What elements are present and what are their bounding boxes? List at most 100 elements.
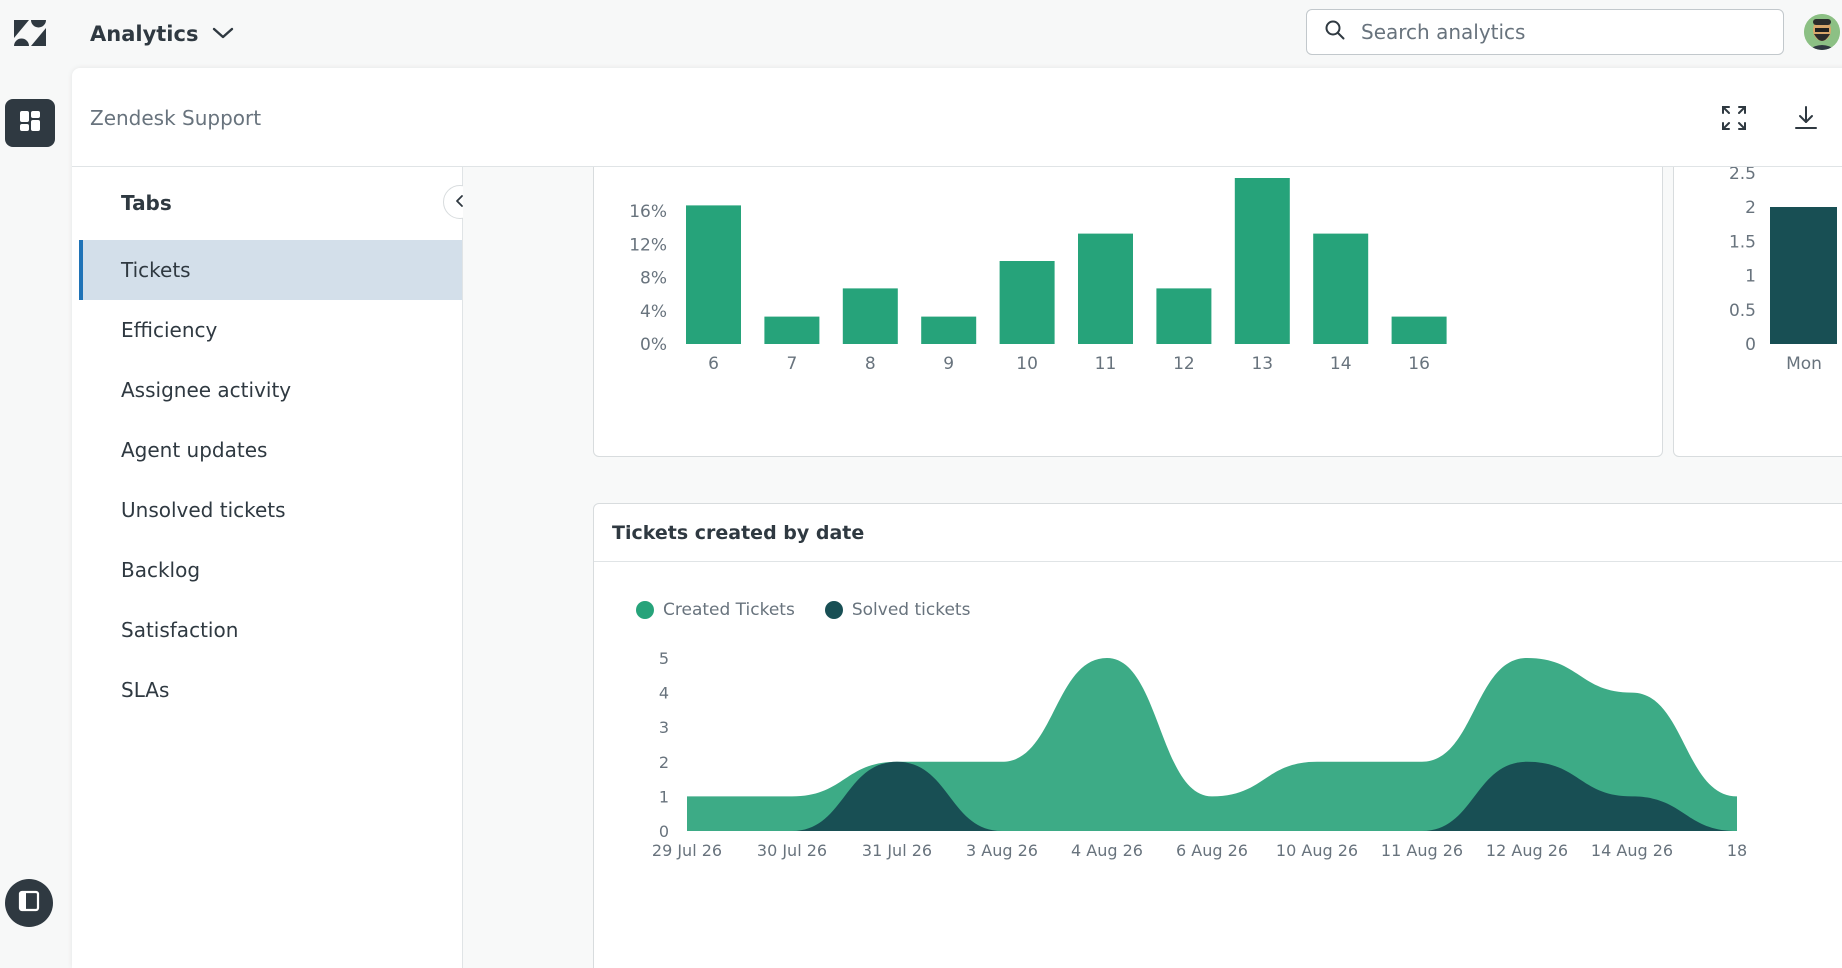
- user-avatar[interactable]: [1804, 14, 1840, 50]
- dashboard-grid-icon: [18, 109, 42, 137]
- tab-slas[interactable]: SLAs: [79, 660, 462, 720]
- tab-label: Agent updates: [121, 438, 268, 462]
- x-tick-label: 9: [943, 354, 954, 374]
- bar: [686, 205, 741, 344]
- y-tick-label: 4: [659, 684, 669, 703]
- area-chart: 0 1 2 3 4 5 29 Jul 26 30 Jul 26 31 Jul 26 3 Aug 2…: [652, 649, 1747, 860]
- weekday-chart-card: 0 0.5 1 1.5 2 2.5 Mon: [1673, 167, 1842, 457]
- tab-label: Satisfaction: [121, 618, 239, 642]
- bar: [1313, 233, 1369, 344]
- tab-label: Unsolved tickets: [121, 498, 286, 522]
- legend-dot: [824, 601, 843, 619]
- x-tick-label: Mon: [1786, 354, 1822, 374]
- x-tick-label: 6: [708, 354, 719, 374]
- bar: [1156, 288, 1212, 344]
- y-tick-label: 1: [1745, 267, 1756, 287]
- bar-chart-percent: 0% 4% 8% 12% 16% 6 7 8 9 10 11 12 13 14 16: [629, 178, 1447, 374]
- y-tick-label: 3: [659, 718, 669, 737]
- zendesk-logo-icon[interactable]: [14, 20, 46, 46]
- chart-legend: Created Tickets Solved tickets: [636, 600, 970, 620]
- y-tick-label: 8%: [640, 269, 667, 289]
- bar: [1234, 178, 1290, 344]
- y-tick-label: 0%: [640, 335, 667, 355]
- x-tick-label: 14 Aug 26: [1591, 841, 1673, 860]
- legend-label: Solved tickets: [851, 600, 971, 620]
- bar: [1770, 207, 1837, 344]
- tab-label: Backlog: [121, 558, 201, 582]
- area-series: [687, 658, 1737, 831]
- x-tick-label: 11: [1095, 354, 1117, 374]
- search-box[interactable]: [1306, 9, 1784, 55]
- x-tick-label: 10: [1016, 354, 1038, 374]
- bar: [1078, 233, 1133, 344]
- bar: [1391, 316, 1447, 344]
- bar: [921, 316, 977, 344]
- tab-tickets[interactable]: Tickets: [79, 240, 462, 300]
- search-input[interactable]: [1359, 19, 1763, 45]
- tab-backlog[interactable]: Backlog: [79, 540, 462, 600]
- tab-label: Assignee activity: [121, 378, 292, 402]
- tab-label: Efficiency: [121, 318, 218, 342]
- x-tick-label: 13: [1251, 354, 1273, 374]
- y-tick-label: 1: [659, 787, 669, 806]
- bar: [999, 261, 1055, 344]
- tab-unsolved-tickets[interactable]: Unsolved tickets: [79, 480, 462, 540]
- tab-efficiency[interactable]: Efficiency: [79, 300, 462, 360]
- x-tick-label: 12: [1173, 354, 1195, 374]
- x-tick-label: 11 Aug 26: [1381, 841, 1463, 860]
- search-icon: [1307, 20, 1345, 44]
- tab-satisfaction[interactable]: Satisfaction: [79, 600, 462, 660]
- legend-dot: [636, 601, 654, 619]
- x-tick-label: 3 Aug 26: [966, 841, 1038, 860]
- bar-chart-card: 0% 4% 8% 12% 16% 6 7 8 9 10 11 12 13 14 16: [593, 167, 1663, 457]
- dashboard-content[interactable]: 0% 4% 8% 12% 16% 6 7 8 9 10 11 12 13 14 16 0 0.5 1 1.5 2 2.…: [463, 167, 1842, 968]
- tickets-by-date-card: Tickets created by date Created Tickets …: [593, 503, 1842, 968]
- area-series: [687, 761, 1737, 831]
- y-tick-label: 4%: [640, 302, 667, 322]
- y-tick-label: 0: [659, 822, 669, 841]
- y-tick-label: 0: [1745, 335, 1756, 355]
- dashboards-nav-button[interactable]: [5, 99, 55, 147]
- x-tick-label: 4 Aug 26: [1071, 841, 1143, 860]
- x-tick-label: 7: [786, 354, 797, 374]
- y-tick-label: 1.5: [1729, 232, 1756, 252]
- panel-header: Zendesk Support: [72, 68, 1842, 167]
- x-tick-label: 30 Jul 26: [757, 841, 827, 860]
- tab-label: SLAs: [121, 678, 170, 702]
- x-tick-label: 16: [1408, 354, 1430, 374]
- tabs-sidebar: Tabs Tickets Efficiency Assignee activit…: [72, 167, 477, 968]
- bar-chart-weekday: 0 0.5 1 1.5 2 2.5 Mon: [1729, 167, 1837, 374]
- x-tick-label: 6 Aug 26: [1176, 841, 1248, 860]
- tab-label: Tickets: [121, 258, 191, 282]
- chevron-left-icon: [454, 193, 466, 212]
- y-tick-label: 2: [1745, 198, 1756, 218]
- product-switcher[interactable]: Analytics: [90, 19, 234, 49]
- legend-created[interactable]: Created Tickets: [636, 600, 795, 620]
- y-tick-label: 2: [659, 753, 669, 772]
- product-name: Analytics: [90, 22, 199, 46]
- tabs-heading: Tabs: [121, 191, 172, 215]
- toggle-sidebar-button[interactable]: [5, 879, 53, 927]
- fullscreen-icon[interactable]: [1718, 102, 1750, 134]
- x-tick-label: 31 Jul 26: [862, 841, 932, 860]
- x-tick-label: 10 Aug 26: [1276, 841, 1358, 860]
- x-tick-label: 29 Jul 26: [652, 841, 722, 860]
- y-tick-label: 16%: [629, 202, 667, 222]
- x-tick-label: 12 Aug 26: [1486, 841, 1568, 860]
- x-tick-label: 14: [1330, 354, 1352, 374]
- y-tick-label: 12%: [629, 235, 667, 255]
- tab-agent-updates[interactable]: Agent updates: [79, 420, 462, 480]
- top-bar: Analytics: [0, 0, 1842, 67]
- x-tick-label: 8: [865, 354, 876, 374]
- panel-title: Zendesk Support: [90, 106, 262, 130]
- tab-assignee-activity[interactable]: Assignee activity: [79, 360, 462, 420]
- dashboard-panel: Zendesk Support Tabs Tickets Efficiency …: [72, 68, 1842, 968]
- legend-label: Created Tickets: [663, 600, 795, 620]
- y-tick-label: 2.5: [1729, 167, 1756, 184]
- chart-title: Tickets created by date: [594, 504, 1842, 562]
- download-icon[interactable]: [1790, 102, 1822, 134]
- bar: [764, 316, 820, 344]
- x-tick-label: 18: [1727, 841, 1747, 860]
- y-tick-label: 5: [659, 649, 669, 668]
- legend-solved[interactable]: Solved tickets: [824, 600, 971, 620]
